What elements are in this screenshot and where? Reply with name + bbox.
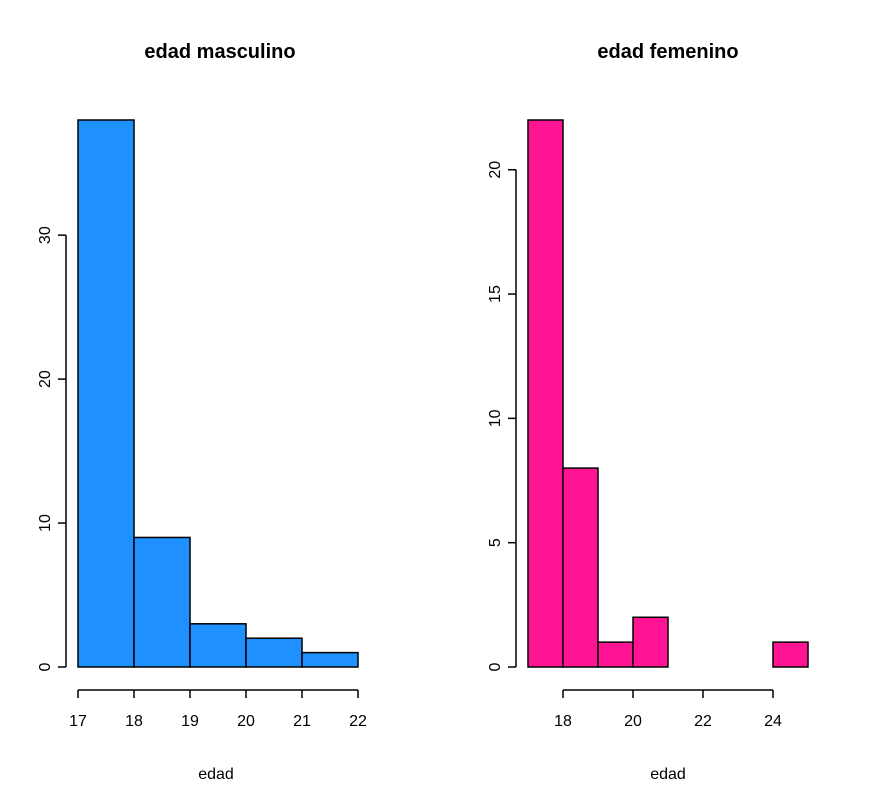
x-tick-label: 17 <box>69 713 87 730</box>
x-tick-label: 18 <box>125 713 143 730</box>
y-tick-label: 10 <box>487 409 504 427</box>
histogram-bar <box>301 651 359 668</box>
y-tick-label: 20 <box>487 161 504 179</box>
y-tick-label: 10 <box>37 514 54 532</box>
histogram-bar <box>189 623 247 668</box>
histogram-bar <box>562 467 599 668</box>
y-tick-label: 30 <box>37 226 54 244</box>
x-axis-label: edad <box>650 766 686 783</box>
y-tick-label: 20 <box>37 370 54 388</box>
x-tick-label: 20 <box>237 713 255 730</box>
panel-edad-femenino: edad femenino 0 5 10 15 20 18 20 22 24 edad <box>487 41 809 783</box>
histogram-bar <box>77 119 135 668</box>
x-tick-label: 21 <box>293 713 311 730</box>
x-axis-label: edad <box>198 766 234 783</box>
y-tick-label: 0 <box>487 662 504 671</box>
x-tick-label: 22 <box>694 713 712 730</box>
histogram-bar <box>772 641 809 668</box>
y-tick-label: 5 <box>487 538 504 547</box>
y-tick-label: 0 <box>37 662 54 671</box>
x-tick-label: 20 <box>624 713 642 730</box>
histogram-bar <box>632 616 669 668</box>
x-tick-label: 19 <box>181 713 199 730</box>
x-tick-label: 18 <box>554 713 572 730</box>
histogram-bar <box>597 641 634 668</box>
chart-title: edad femenino <box>597 41 738 63</box>
panel-edad-masculino: edad masculino 0 10 20 30 17 18 19 20 21 22 edad <box>37 41 367 783</box>
x-tick-label: 24 <box>764 713 782 730</box>
histogram-bar <box>527 119 564 668</box>
y-tick-label: 15 <box>487 285 504 303</box>
histogram-bar <box>245 637 303 668</box>
chart-title: edad masculino <box>144 41 295 63</box>
x-tick-label: 22 <box>349 713 367 730</box>
histogram-bar <box>133 536 191 668</box>
